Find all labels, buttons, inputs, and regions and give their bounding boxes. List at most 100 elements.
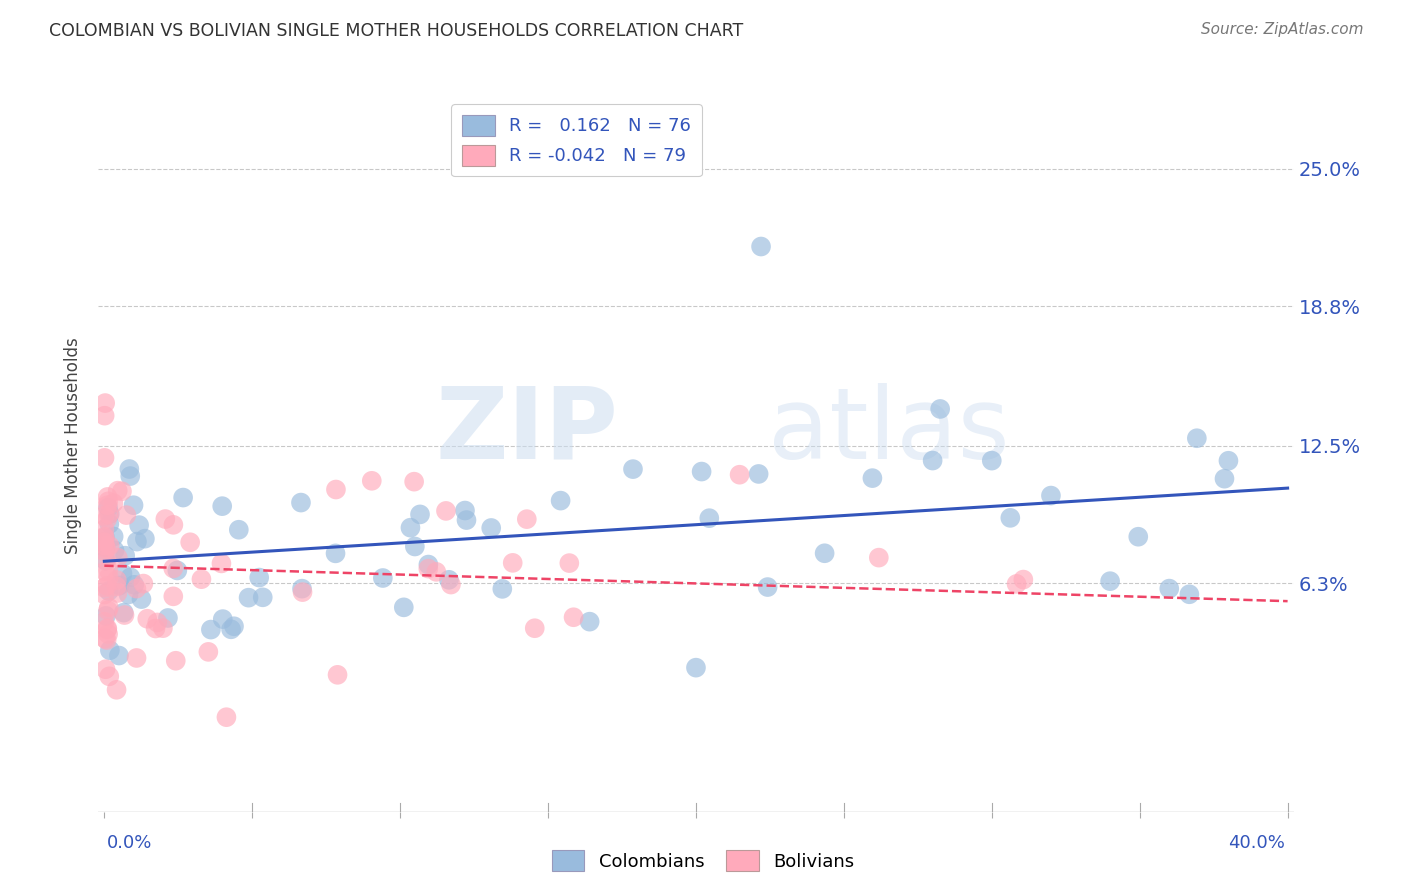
Point <box>418 561 440 575</box>
Point <box>162 517 184 532</box>
Point <box>97 570 120 584</box>
Point <box>111 484 134 499</box>
Point <box>190 572 212 586</box>
Point <box>425 565 447 579</box>
Point <box>491 582 513 596</box>
Point <box>107 586 129 600</box>
Point <box>120 570 142 584</box>
Point <box>97 584 120 599</box>
Point <box>117 587 139 601</box>
Point <box>112 606 135 620</box>
Point <box>94 541 117 555</box>
Point <box>120 469 142 483</box>
Point <box>325 483 347 497</box>
Point <box>516 512 538 526</box>
Point <box>98 507 121 521</box>
Point <box>440 577 463 591</box>
Point <box>756 580 779 594</box>
Point <box>1000 511 1022 525</box>
Point <box>103 529 125 543</box>
Point <box>404 540 426 554</box>
Point <box>96 512 118 526</box>
Point <box>122 498 145 512</box>
Point <box>93 544 115 558</box>
Point <box>1128 530 1150 544</box>
Point <box>108 648 131 663</box>
Point <box>97 627 120 641</box>
Point <box>93 523 115 537</box>
Point <box>93 535 115 549</box>
Point <box>456 513 478 527</box>
Point <box>1159 582 1181 596</box>
Point <box>93 581 115 595</box>
Point <box>105 579 128 593</box>
Point <box>128 518 150 533</box>
Point <box>562 610 585 624</box>
Point <box>179 535 201 549</box>
Point <box>219 623 242 637</box>
Point <box>479 521 502 535</box>
Point <box>523 621 546 635</box>
Point <box>238 591 260 605</box>
Point <box>96 621 118 635</box>
Point <box>97 603 120 617</box>
Point <box>1005 577 1028 591</box>
Text: Source: ZipAtlas.com: Source: ZipAtlas.com <box>1201 22 1364 37</box>
Point <box>98 669 121 683</box>
Point <box>578 615 600 629</box>
Point <box>166 564 188 578</box>
Point <box>165 654 187 668</box>
Point <box>326 668 349 682</box>
Point <box>97 563 120 577</box>
Point <box>111 566 134 581</box>
Point <box>152 621 174 635</box>
Point <box>360 474 382 488</box>
Point <box>1185 431 1208 445</box>
Point <box>97 508 120 522</box>
Point <box>108 578 131 592</box>
Point <box>94 608 117 623</box>
Point <box>93 536 115 550</box>
Point <box>211 499 233 513</box>
Point <box>93 530 115 544</box>
Point <box>94 662 117 676</box>
Point <box>434 504 457 518</box>
Point <box>97 494 120 508</box>
Text: 40.0%: 40.0% <box>1227 834 1285 852</box>
Point <box>96 553 118 567</box>
Point <box>1178 587 1201 601</box>
Point <box>621 462 644 476</box>
Point <box>94 539 117 553</box>
Point <box>454 503 477 517</box>
Point <box>222 619 245 633</box>
Point <box>94 541 117 556</box>
Point <box>125 651 148 665</box>
Legend: R =   0.162   N = 76, R = -0.042   N = 79: R = 0.162 N = 76, R = -0.042 N = 79 <box>451 104 702 177</box>
Point <box>228 523 250 537</box>
Point <box>325 546 347 560</box>
Point <box>215 710 238 724</box>
Point <box>94 565 117 579</box>
Point <box>371 571 394 585</box>
Point <box>122 578 145 592</box>
Point <box>103 543 125 558</box>
Point <box>98 516 121 531</box>
Point <box>93 587 115 601</box>
Point <box>1213 472 1236 486</box>
Point <box>748 467 770 481</box>
Point <box>197 645 219 659</box>
Point <box>868 550 890 565</box>
Point <box>132 576 155 591</box>
Point <box>437 573 460 587</box>
Point <box>93 531 115 545</box>
Point <box>155 512 177 526</box>
Point <box>685 660 707 674</box>
Point <box>980 453 1002 467</box>
Point <box>94 553 117 567</box>
Text: ZIP: ZIP <box>436 383 619 480</box>
Point <box>252 591 274 605</box>
Point <box>162 561 184 575</box>
Point <box>399 521 422 535</box>
Point <box>291 582 314 596</box>
Point <box>97 600 120 615</box>
